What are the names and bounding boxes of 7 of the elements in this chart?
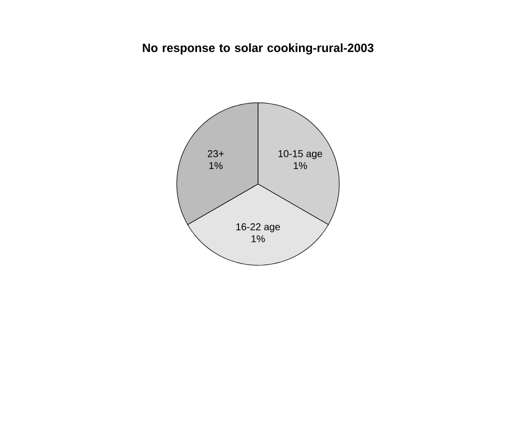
slice-label: 10-15 age bbox=[278, 150, 322, 160]
slice-label: 23+ bbox=[208, 150, 224, 158]
chart-title: No response to solar cooking-rural-2003 bbox=[142, 43, 374, 54]
data-label: 1% bbox=[294, 162, 308, 170]
data-label: 1% bbox=[209, 162, 223, 170]
data-label: 1% bbox=[252, 235, 265, 242]
slice-label: 16-22 age bbox=[236, 223, 280, 232]
